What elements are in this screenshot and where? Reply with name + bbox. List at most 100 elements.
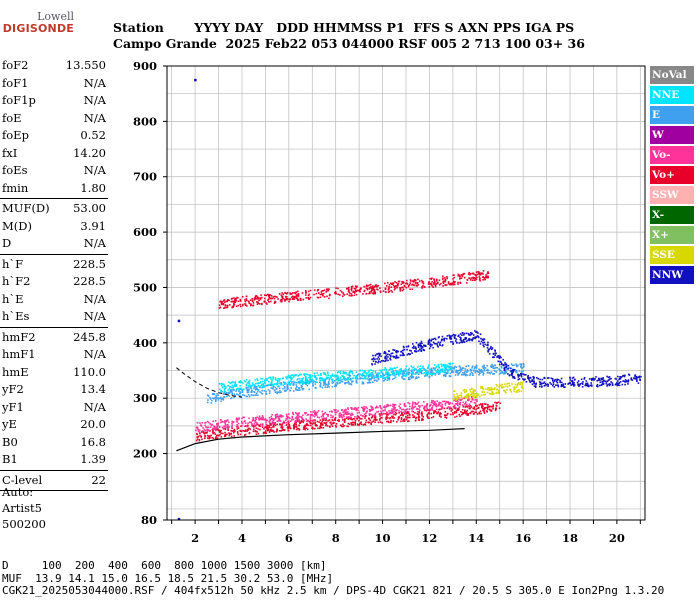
echo-point — [334, 424, 337, 427]
echo-point — [302, 377, 305, 379]
echo-point — [608, 376, 611, 378]
echo-point — [229, 390, 232, 392]
echo-point — [244, 433, 247, 436]
echo-point — [196, 432, 198, 435]
echo-point — [437, 411, 439, 414]
autoscaling-info: Auto: Artist5 500200 — [2, 484, 46, 532]
echo-point — [480, 387, 483, 390]
echo-point — [517, 373, 519, 376]
echo-point — [464, 368, 467, 370]
echo-point — [228, 432, 230, 434]
echo-point — [328, 379, 331, 381]
echo-point — [274, 301, 277, 303]
legend-item-e: E — [650, 106, 694, 124]
echo-point — [428, 412, 430, 415]
echo-point — [259, 423, 262, 426]
echo-point — [404, 368, 407, 370]
echo-point — [311, 423, 314, 425]
echo-point — [224, 391, 227, 393]
echo-point — [259, 425, 261, 427]
echo-point — [426, 415, 429, 418]
echo-point — [430, 416, 433, 419]
echo-point — [288, 381, 291, 384]
echo-point — [383, 368, 386, 371]
echo-point — [295, 384, 298, 386]
echo-point — [457, 275, 460, 277]
echo-point — [226, 306, 229, 309]
echo-point — [321, 386, 324, 389]
echo-point — [412, 414, 414, 416]
dashed-trace-curve — [176, 367, 243, 398]
echo-point — [320, 374, 322, 376]
echo-point — [359, 373, 361, 376]
echo-point — [406, 420, 409, 423]
echo-point — [354, 422, 356, 425]
echo-point — [477, 371, 479, 373]
echo-point — [276, 391, 279, 394]
echo-point — [269, 294, 271, 296]
echo-point — [441, 400, 444, 403]
echo-point — [482, 393, 485, 396]
echo-point — [466, 371, 468, 373]
echo-point — [325, 421, 328, 424]
echo-point — [248, 417, 250, 420]
echo-point — [314, 421, 317, 424]
echo-point — [431, 368, 433, 371]
echo-point — [393, 367, 395, 370]
echo-point — [382, 290, 385, 292]
echo-point — [340, 424, 342, 427]
echo-point — [284, 390, 286, 392]
param-value: N/A — [83, 291, 106, 306]
echo-point — [343, 376, 346, 378]
echo-point — [350, 288, 353, 291]
echo-point — [293, 296, 295, 299]
echo-point — [423, 285, 426, 288]
echo-point — [447, 402, 450, 404]
echo-point — [286, 426, 289, 429]
echo-point — [422, 281, 424, 283]
echo-point — [499, 372, 502, 374]
echo-point — [341, 425, 343, 428]
echo-point — [494, 349, 496, 351]
echo-point — [219, 431, 221, 433]
echo-point — [479, 273, 482, 276]
echo-point — [393, 377, 396, 380]
echo-point — [498, 356, 500, 359]
echo-point — [503, 386, 505, 388]
echo-point — [430, 278, 433, 280]
x-tick-label: 12 — [421, 531, 437, 545]
echo-point — [421, 404, 423, 407]
echo-point — [487, 271, 489, 273]
echo-point — [474, 402, 477, 404]
echo-point — [220, 436, 223, 438]
echo-point — [322, 295, 324, 297]
echo-point — [444, 363, 447, 366]
echo-point — [256, 298, 259, 300]
echo-point — [484, 403, 486, 405]
echo-point — [442, 285, 444, 287]
echo-point — [359, 290, 361, 293]
echo-point — [312, 411, 315, 413]
echo-point — [507, 368, 509, 370]
echo-point — [412, 366, 415, 368]
echo-point — [445, 371, 448, 374]
echo-point — [412, 372, 415, 375]
echo-point — [316, 416, 319, 418]
echo-point — [487, 275, 489, 278]
echo-point — [407, 345, 410, 348]
echo-point — [350, 289, 353, 292]
echo-point — [418, 409, 421, 412]
echo-point — [339, 414, 342, 417]
echo-point — [584, 384, 587, 386]
echo-point — [438, 279, 441, 282]
echo-point — [410, 374, 413, 377]
echo-point — [292, 374, 294, 376]
echo-point — [288, 383, 290, 385]
echo-point — [243, 379, 246, 382]
echo-point — [326, 288, 328, 291]
param-label: hmF2 — [2, 329, 36, 344]
echo-point — [487, 369, 489, 372]
echo-point — [253, 384, 256, 386]
echo-point — [312, 379, 314, 382]
echo-point — [527, 374, 530, 377]
